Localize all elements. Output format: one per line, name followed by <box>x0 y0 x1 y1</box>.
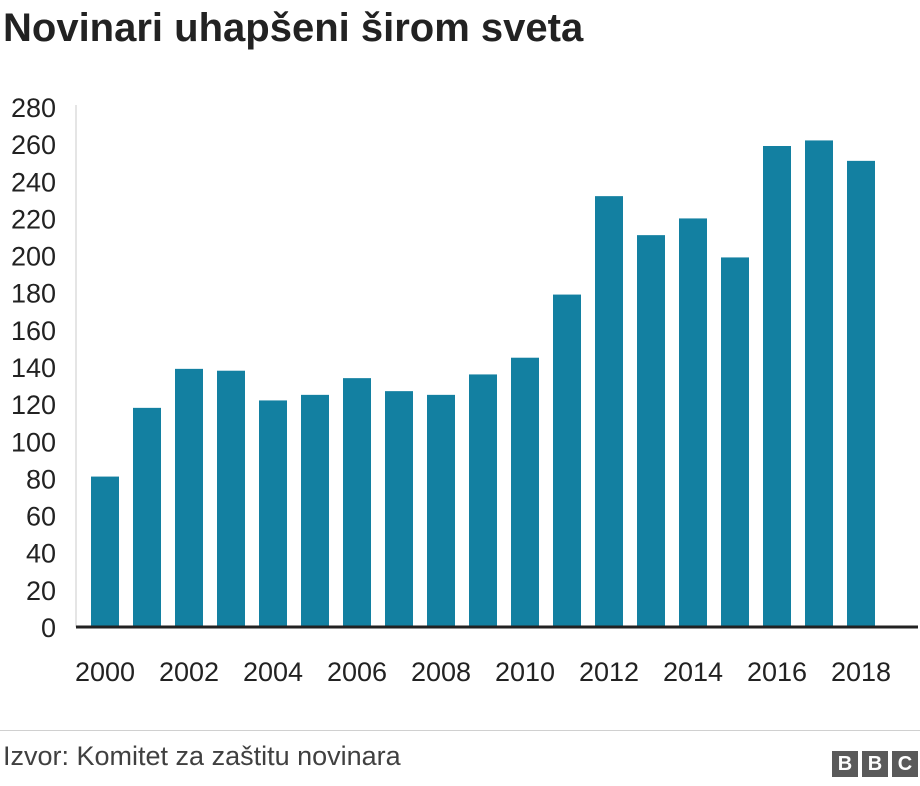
bar-2006 <box>343 378 371 627</box>
bar-2000 <box>91 476 119 627</box>
x-tick-label: 2002 <box>159 657 219 687</box>
y-tick-label: 60 <box>26 502 56 532</box>
bar-2001 <box>133 407 161 627</box>
bar-2003 <box>217 370 245 627</box>
source-note: Izvor: Komitet za zaštitu novinara <box>3 741 401 771</box>
x-tick-label: 2014 <box>663 657 723 687</box>
bar-2011 <box>553 294 581 627</box>
y-tick-label: 80 <box>26 464 56 494</box>
logo-letter: B <box>832 751 858 777</box>
bar-2016 <box>763 146 791 627</box>
bar-2013 <box>637 235 665 627</box>
y-tick-label: 260 <box>11 130 56 160</box>
bar-2005 <box>301 394 329 627</box>
bar-2018 <box>847 160 875 627</box>
logo-letter: B <box>862 751 888 777</box>
y-tick-label: 40 <box>26 539 56 569</box>
y-tick-label: 100 <box>11 427 56 457</box>
y-tick-label: 140 <box>11 353 56 383</box>
bar-2014 <box>679 218 707 627</box>
y-tick-label: 160 <box>11 316 56 346</box>
x-tick-label: 2000 <box>75 657 135 687</box>
y-tick-label: 180 <box>11 279 56 309</box>
bbc-logo: B B C <box>832 751 918 777</box>
bar-2009 <box>469 374 497 627</box>
x-tick-label: 2012 <box>579 657 639 687</box>
footer-divider <box>0 730 920 731</box>
bar-chart: 0 20 40 60 80 100 120 140 160 180 200 220 240 260 280 2… <box>11 93 918 687</box>
bar-2010 <box>511 357 539 627</box>
y-tick-label: 0 <box>41 613 56 643</box>
y-tick-label: 220 <box>11 204 56 234</box>
y-tick-label: 200 <box>11 242 56 272</box>
x-tick-label: 2006 <box>327 657 387 687</box>
logo-letter: C <box>892 751 918 777</box>
x-tick-label: 2018 <box>831 657 891 687</box>
bar-2008 <box>427 394 455 627</box>
x-tick-label: 2004 <box>243 657 303 687</box>
x-tick-label: 2008 <box>411 657 471 687</box>
bar-2015 <box>721 257 749 627</box>
chart-title: Novinari uhapšeni širom sveta <box>3 6 584 50</box>
y-tick-label: 280 <box>11 93 56 123</box>
x-tick-label: 2016 <box>747 657 807 687</box>
bar-2017 <box>805 140 833 627</box>
y-tick-label: 120 <box>11 390 56 420</box>
y-tick-label: 240 <box>11 167 56 197</box>
bar-2007 <box>385 391 413 627</box>
bar-2004 <box>259 400 287 627</box>
bar-2002 <box>175 368 203 627</box>
x-tick-label: 2010 <box>495 657 555 687</box>
y-tick-label: 20 <box>26 576 56 606</box>
bar-2012 <box>595 196 623 627</box>
